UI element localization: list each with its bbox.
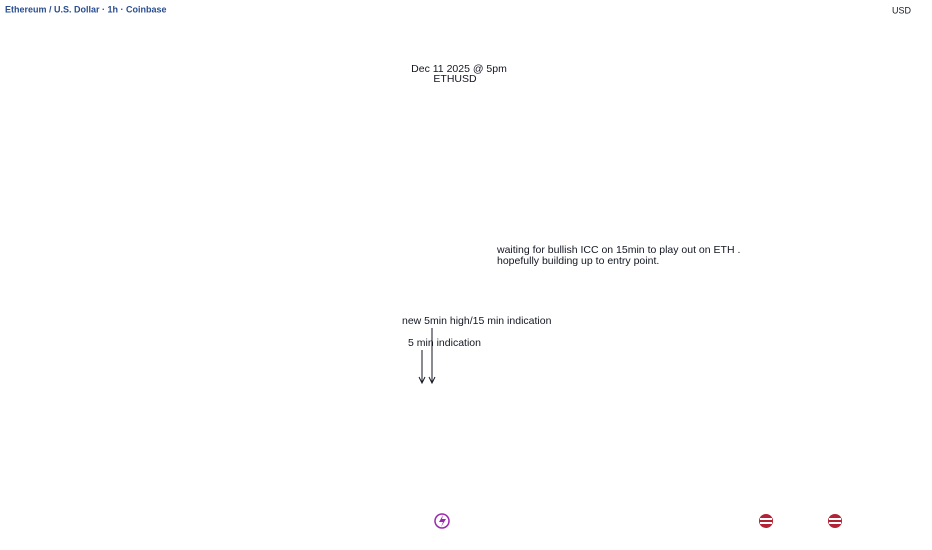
y-axis-unit: USD xyxy=(892,5,912,15)
annotation: Dec 11 2025 @ 5pm xyxy=(411,63,507,75)
annotation: 5 min indication xyxy=(408,337,481,349)
annotation: ETHUSD xyxy=(433,73,477,85)
annotation: new 5min high/15 min indication xyxy=(402,315,552,327)
flag-icon xyxy=(759,514,773,528)
flag-icon xyxy=(760,522,772,524)
chart-title: Ethereum / U.S. Dollar · 1h · Coinbase xyxy=(5,4,167,14)
event-icon xyxy=(434,513,450,529)
arrow xyxy=(428,328,436,385)
annotation: hopefully building up to entry point. xyxy=(497,255,659,267)
flag-icon xyxy=(828,514,842,528)
flag-icon xyxy=(829,518,841,520)
annotation: waiting for bullish ICC on 15min to play… xyxy=(496,244,740,256)
arrow xyxy=(418,350,426,385)
event-icon xyxy=(439,515,446,527)
time-axis xyxy=(0,532,882,550)
flag-icon xyxy=(760,518,772,520)
arrows xyxy=(418,328,436,385)
event-icons xyxy=(434,513,842,529)
price-axis xyxy=(882,0,932,550)
flag-icon xyxy=(829,522,841,524)
